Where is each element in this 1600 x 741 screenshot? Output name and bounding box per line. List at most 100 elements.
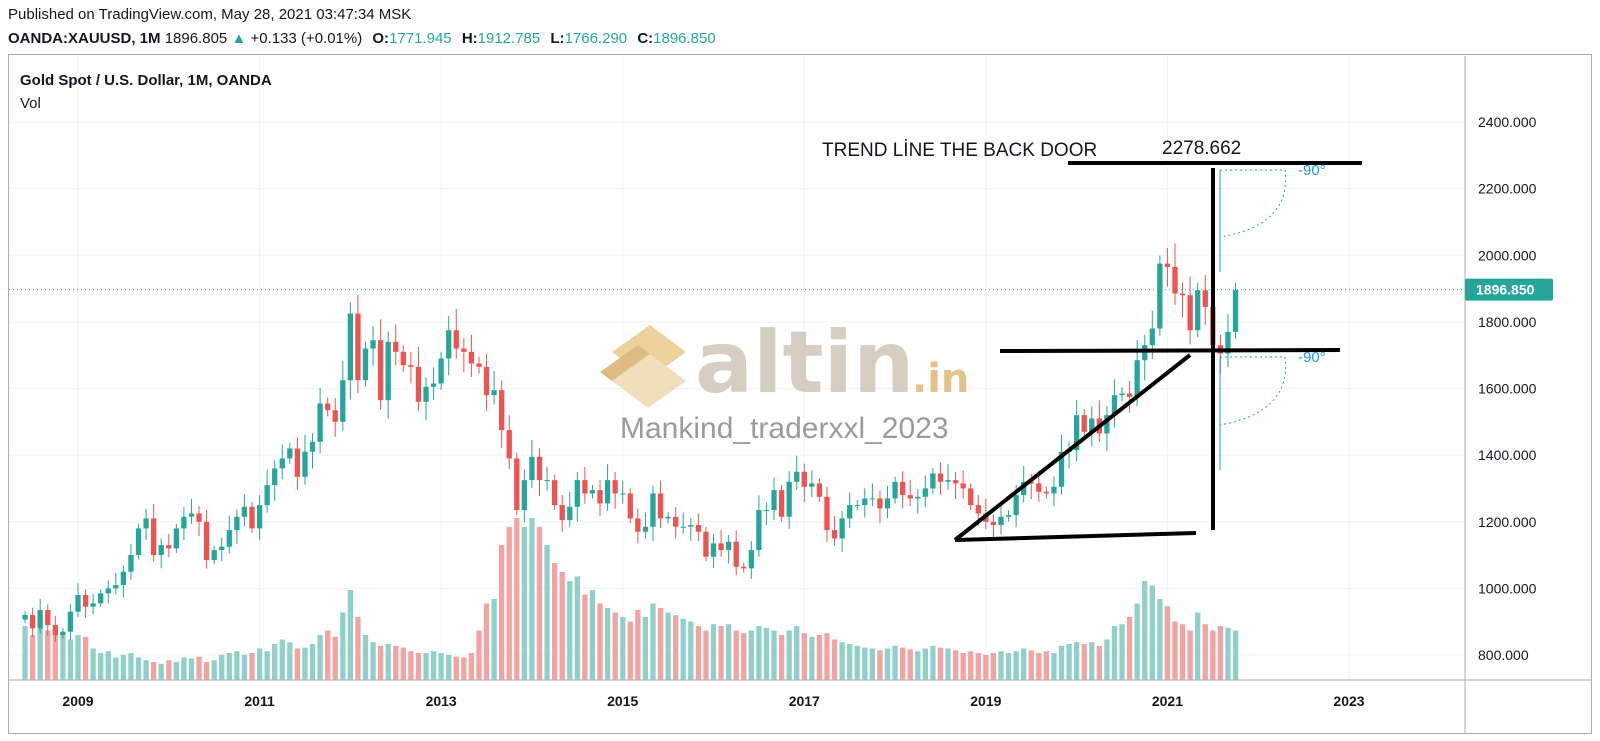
volume-bar <box>241 654 248 680</box>
grid-lines <box>9 56 1465 680</box>
candle-body <box>453 330 459 349</box>
volume-bar <box>309 644 316 680</box>
candle-body <box>725 541 732 551</box>
volume-bar <box>272 644 278 680</box>
high-value: 1912.785 <box>477 30 541 47</box>
volume-bar <box>151 662 157 680</box>
volume-bar <box>105 651 111 680</box>
watermark-brand: altin <box>695 313 914 413</box>
candle-body <box>1225 331 1231 354</box>
volume-bar <box>264 651 270 680</box>
volume-bar <box>960 653 966 680</box>
volume-bar <box>983 654 989 680</box>
candle-body <box>1126 393 1133 397</box>
volume-bar <box>393 645 399 680</box>
candle-body <box>75 595 81 612</box>
candle-body <box>952 480 959 484</box>
candle-body <box>52 625 58 636</box>
candle-body <box>975 505 981 514</box>
symbol-ohlc-line: OANDA:XAUUSD, 1M 1896.805 ▲ +0.133 (+0.0… <box>8 30 716 47</box>
volume-bar <box>1028 650 1034 680</box>
volume-bar <box>461 657 467 680</box>
candle-body <box>143 518 149 529</box>
x-tick-label: 2011 <box>244 693 275 709</box>
candle-body <box>604 480 611 504</box>
candle-body <box>695 525 702 532</box>
volume-bar <box>582 594 588 680</box>
trend-text: TREND LİNE THE BACK DOOR <box>822 140 1097 161</box>
volume-bar <box>1043 651 1050 680</box>
volume-bar <box>862 647 868 680</box>
open-label: O: <box>372 30 390 47</box>
candle-body <box>582 480 588 494</box>
volume-bar <box>211 660 217 680</box>
candle-body <box>499 390 505 431</box>
volume-bar <box>143 660 149 680</box>
volume-bar <box>196 656 202 680</box>
volume-bar <box>400 647 406 680</box>
volume-bar <box>256 648 263 680</box>
volume-bar <box>362 635 369 680</box>
y-tick-label: 1400.000 <box>1478 447 1537 463</box>
candle-body <box>325 403 331 411</box>
candle-body <box>430 383 437 387</box>
volume-bar <box>1021 648 1027 680</box>
candle-body <box>869 498 876 500</box>
candle-body <box>551 480 558 506</box>
candle-body <box>483 366 490 396</box>
volume-bar <box>536 527 543 680</box>
candle-body <box>29 615 36 629</box>
volume-bar <box>294 648 301 680</box>
volume-bar <box>831 639 838 680</box>
candle-body <box>847 505 853 519</box>
volume-bar <box>786 630 792 680</box>
volume-bar <box>476 630 482 680</box>
candle-body <box>468 351 475 364</box>
volume-bar <box>635 609 641 680</box>
chart-frame[interactable] <box>8 54 1592 734</box>
volume-bar <box>514 518 520 680</box>
target-value-label: 2278.662 <box>1162 138 1241 159</box>
volume-bar <box>370 642 376 680</box>
volume-bar <box>82 636 89 680</box>
candle-body <box>211 550 217 561</box>
volume-bar <box>816 635 823 680</box>
volume-bar <box>915 651 921 680</box>
volume-bar <box>52 635 58 680</box>
candle-body <box>203 521 210 561</box>
volume-bar <box>1111 626 1118 680</box>
volume-bar <box>377 645 384 680</box>
candle-body <box>1028 481 1034 484</box>
volume-bar <box>907 649 913 680</box>
candle-body <box>264 485 270 506</box>
volume-bar <box>1210 630 1216 680</box>
y-tick-label: 2400.000 <box>1478 114 1537 130</box>
volume-bar <box>181 657 187 680</box>
y-tick-label: 1800.000 <box>1478 314 1537 330</box>
candle-body <box>642 526 649 532</box>
time-axis: 2009 2011 2013 2015 2017 2019 2021 2023 <box>62 693 1364 709</box>
volume-bar <box>1172 621 1178 680</box>
chart-title: Gold Spot / U.S. Dollar, 1M, OANDA <box>20 72 272 89</box>
candle-body <box>393 341 399 352</box>
x-tick-label: 2013 <box>426 693 457 709</box>
volume-bar <box>234 651 240 680</box>
volume-bar <box>29 635 36 680</box>
y-tick-label: 1200.000 <box>1478 514 1537 530</box>
volume-bar <box>975 653 981 680</box>
candle-body <box>567 506 573 521</box>
volume-bar <box>438 653 444 680</box>
watermark-user: Mankind_traderxxl_2023 <box>620 412 949 445</box>
volume-bar <box>1119 624 1125 680</box>
volume-bar <box>423 653 429 680</box>
volume-bar <box>1073 642 1080 680</box>
candle-body <box>733 541 739 567</box>
candles <box>22 243 1239 642</box>
angle-label-1: -90° <box>1298 162 1326 179</box>
volume-bar <box>680 618 686 680</box>
candle-body <box>241 506 248 517</box>
candle-body <box>794 471 800 482</box>
candle-body <box>67 611 74 632</box>
volume-bar <box>589 590 596 680</box>
